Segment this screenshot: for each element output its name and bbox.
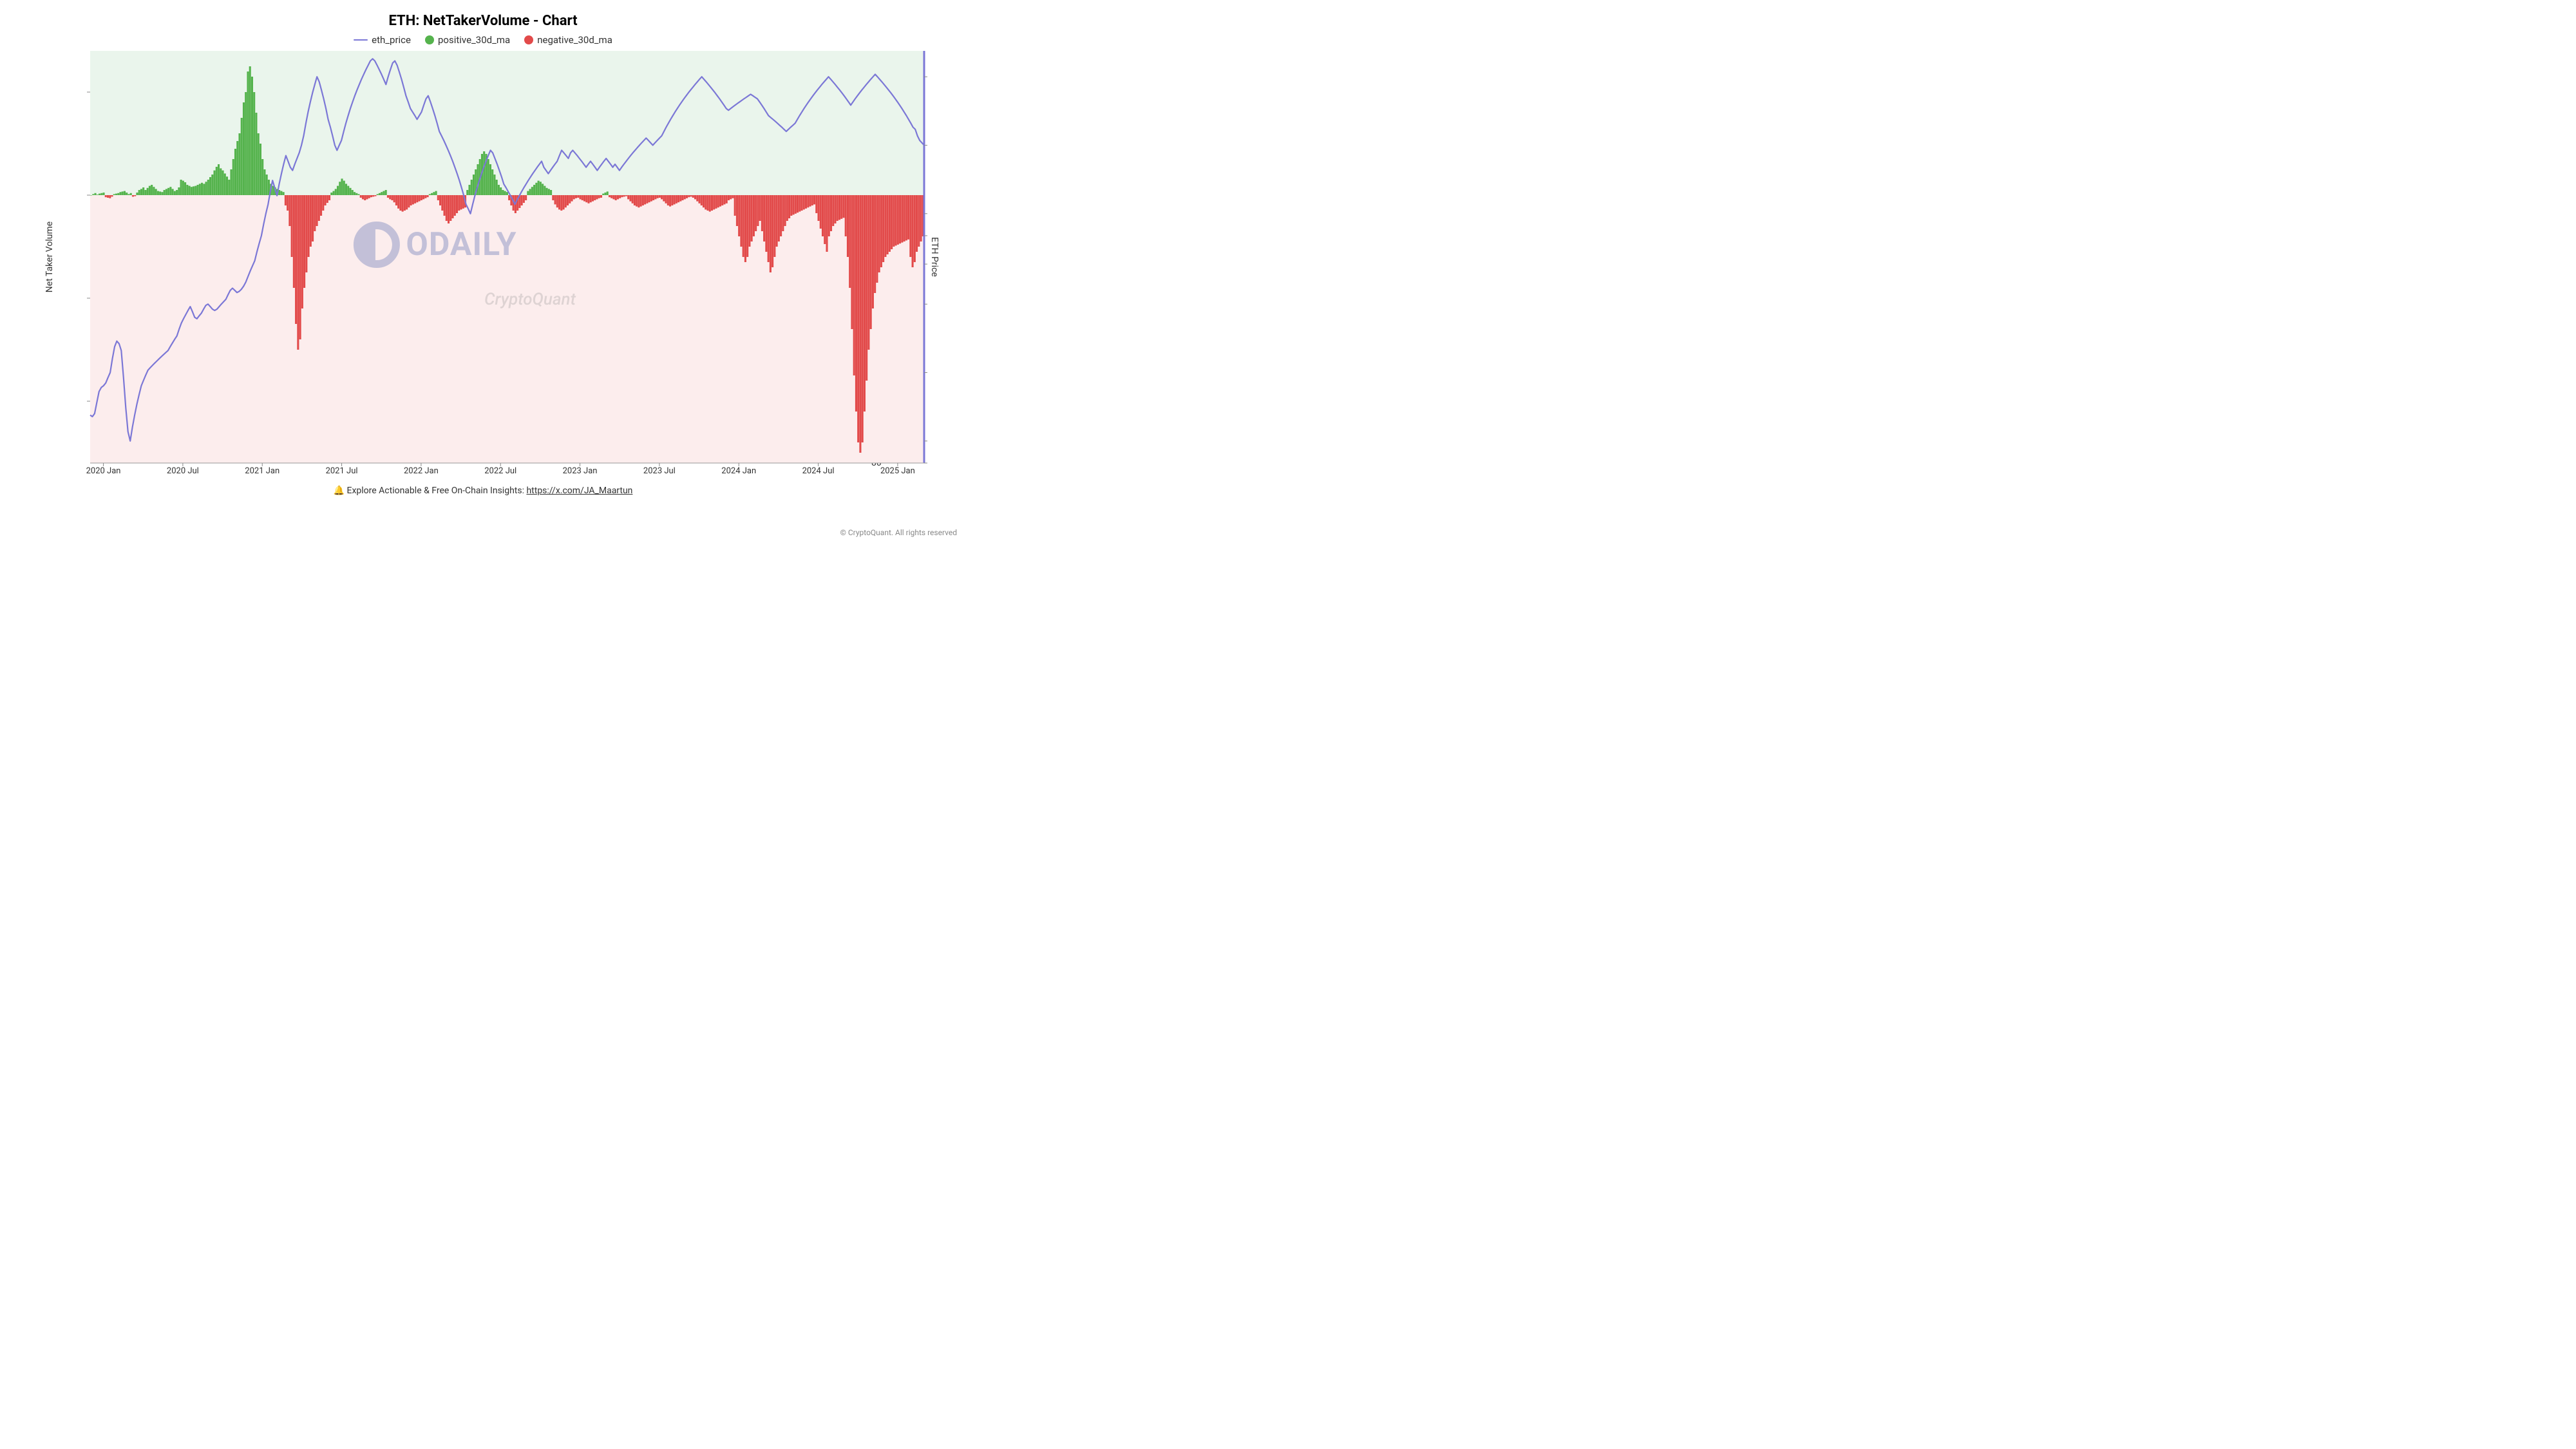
x-tick: 2020 Jan bbox=[86, 466, 121, 476]
y-right-axis-label: ETH Price bbox=[929, 237, 940, 277]
legend-positive: positive_30d_ma bbox=[425, 34, 510, 46]
bell-icon: 🔔 bbox=[334, 486, 345, 496]
legend-negative: negative_30d_ma bbox=[524, 34, 612, 46]
legend-label: negative_30d_ma bbox=[537, 34, 612, 46]
legend-line-icon bbox=[354, 39, 368, 41]
chart-legend: eth_price positive_30d_ma negative_30d_m… bbox=[6, 34, 960, 46]
x-tick: 2022 Jan bbox=[404, 466, 439, 476]
chart-svg bbox=[90, 51, 924, 463]
x-tick: 2023 Jan bbox=[563, 466, 598, 476]
footer-text: Explore Actionable & Free On-Chain Insig… bbox=[346, 486, 526, 496]
x-tick: 2025 Jan bbox=[880, 466, 915, 476]
legend-label: positive_30d_ma bbox=[438, 34, 510, 46]
watermark-cryptoquant: CryptoQuant bbox=[484, 290, 576, 309]
x-tick: 2021 Jan bbox=[245, 466, 279, 476]
chart-container: ETH: NetTakerVolume - Chart eth_price po… bbox=[0, 0, 966, 544]
x-tick: 2023 Jul bbox=[643, 466, 676, 476]
legend-circle-icon bbox=[524, 35, 533, 44]
legend-eth-price: eth_price bbox=[354, 34, 411, 46]
copyright-text: © CryptoQuant. All rights reserved bbox=[840, 528, 957, 537]
footer-link[interactable]: https://x.com/JA_Maartun bbox=[526, 486, 632, 496]
x-tick: 2022 Jul bbox=[484, 466, 516, 476]
x-tick: 2021 Jul bbox=[326, 466, 358, 476]
x-tick: 2024 Jul bbox=[802, 466, 835, 476]
legend-circle-icon bbox=[425, 35, 434, 44]
y-left-axis-label: Net Taker Volume bbox=[44, 222, 55, 292]
x-ticks: 2020 Jan2020 Jul2021 Jan2021 Jul2022 Jan… bbox=[90, 466, 911, 479]
x-tick: 2024 Jan bbox=[721, 466, 756, 476]
legend-label: eth_price bbox=[372, 34, 411, 46]
x-tick: 2020 Jul bbox=[167, 466, 199, 476]
plot-area: 200,000,0000-200,000,000-400,000,000 4,0… bbox=[90, 51, 911, 463]
footer-note: 🔔 Explore Actionable & Free On-Chain Ins… bbox=[6, 486, 960, 496]
chart-title: ETH: NetTakerVolume - Chart bbox=[6, 13, 960, 29]
